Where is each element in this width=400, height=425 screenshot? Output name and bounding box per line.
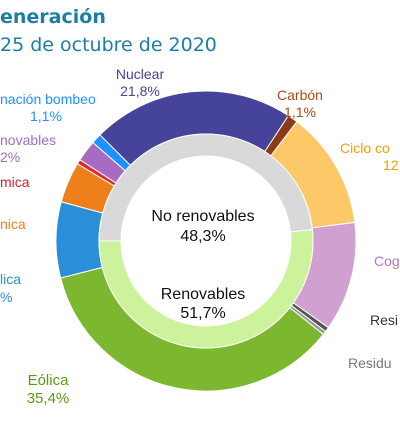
label-solar-fotovoltaica: nica <box>0 216 26 232</box>
chart-subtitle: 25 de octubre de 2020 <box>0 34 217 56</box>
outer-ring <box>55 90 357 392</box>
inner-value-renovables: 51,7% <box>180 305 225 322</box>
value-nuclear: 21,8% <box>120 83 160 99</box>
value-hidraulica: % <box>0 289 12 305</box>
label-carbon: Carbón <box>277 87 323 103</box>
label-turbinacion-bombeo: nación bombeo <box>0 91 96 107</box>
inner-value-no-renovables: 48,3% <box>180 228 225 245</box>
chart-title: eneración <box>0 6 106 28</box>
outer-slice-lica <box>55 201 104 279</box>
label-residu: Residu <box>348 355 392 371</box>
label-solar-termica: mica <box>0 174 30 190</box>
inner-label-renovables: Renovables <box>161 286 246 303</box>
value-ciclo: 12, <box>383 157 400 173</box>
value-carbon: 1,1% <box>284 104 316 120</box>
donut-hole <box>121 156 291 326</box>
inner-label-no-renovables: No renovables <box>151 208 254 225</box>
label-ciclo: Ciclo co <box>340 140 390 156</box>
label-nuclear: Nuclear <box>116 66 165 82</box>
value-eolica: 35,4% <box>27 390 70 407</box>
label-otras-renovables: novables <box>0 132 56 148</box>
label-cog: Cog <box>374 253 400 269</box>
value-otras-renovables: 2% <box>0 149 20 165</box>
label-resi: Resi <box>370 312 398 328</box>
label-eolica: Eólica <box>28 372 70 389</box>
label-hidraulica: lica <box>0 271 21 287</box>
value-turbinacion-bombeo: 1,1% <box>30 108 62 124</box>
